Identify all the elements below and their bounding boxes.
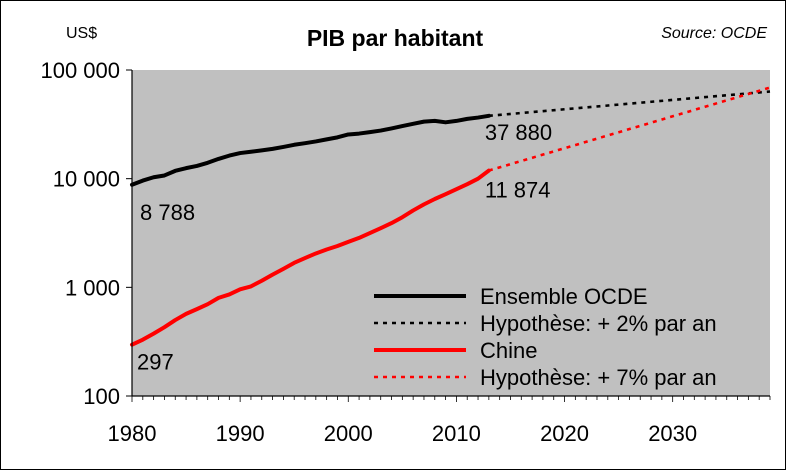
data-label: 8 788 xyxy=(140,200,195,225)
y-tick-label: 100 xyxy=(83,384,120,409)
series-line xyxy=(488,90,771,118)
data-label: 11 874 xyxy=(485,178,551,203)
x-tick-label: 1980 xyxy=(108,421,157,446)
legend-label: Ensemble OCDE xyxy=(480,284,648,309)
y-tick-label: 100 000 xyxy=(40,58,120,83)
legend-label: Hypothèse: + 2% par an xyxy=(480,311,717,336)
data-label: 297 xyxy=(137,350,174,375)
series-line xyxy=(130,168,491,347)
x-tick-label: 2020 xyxy=(540,421,589,446)
y-tick-label: 1 000 xyxy=(65,275,120,300)
x-tick-label: 2000 xyxy=(324,421,373,446)
legend-label: Hypothèse: + 7% par an xyxy=(480,365,717,390)
y-unit-label: US$ xyxy=(66,25,97,42)
data-label: 37 880 xyxy=(485,120,552,145)
chart-title: PIB par habitant xyxy=(307,25,484,51)
plot-area xyxy=(132,70,770,396)
source-note: Source: OCDE xyxy=(661,25,767,42)
series-line xyxy=(488,86,771,172)
x-tick-label: 2010 xyxy=(432,421,481,446)
series-line xyxy=(130,113,491,187)
axes-layer: 100 1 000 10 000 100 000 1980 1990 2000 2010 202… xyxy=(40,58,771,446)
legend-label: Chine xyxy=(480,338,537,363)
labels-layer: 37 880 8 788 11 874 297 xyxy=(137,120,552,375)
series-layer xyxy=(130,86,771,347)
y-tick-label: 10 000 xyxy=(53,167,120,192)
x-tick-label: 1990 xyxy=(216,421,265,446)
x-tick-label: 2030 xyxy=(648,421,697,446)
